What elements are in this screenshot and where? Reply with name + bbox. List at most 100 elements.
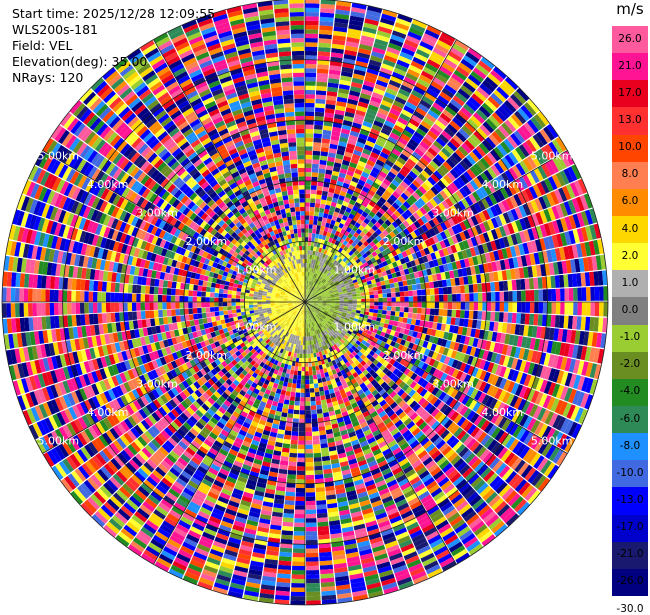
gate-cell xyxy=(381,314,386,319)
gate-cell xyxy=(372,283,377,287)
gate-cell xyxy=(452,302,457,309)
gate-cell xyxy=(316,95,326,100)
gate-cell xyxy=(361,296,366,299)
gate-cell xyxy=(376,317,381,322)
gate-cell xyxy=(305,376,309,380)
gate-cell xyxy=(306,531,317,536)
gate-cell xyxy=(297,380,301,385)
gate-cell xyxy=(314,125,323,130)
gate-cell xyxy=(294,531,305,536)
gate-cell xyxy=(292,561,305,566)
gate-cell xyxy=(320,395,325,400)
gate-cell xyxy=(295,397,300,402)
gate-cell xyxy=(310,211,315,216)
gate-cell xyxy=(344,298,349,300)
gate-cell xyxy=(305,155,312,160)
gate-cell xyxy=(285,395,290,400)
gate-cell xyxy=(529,278,534,289)
gate-cell xyxy=(383,293,388,297)
gate-cell xyxy=(316,491,326,496)
gate-cell xyxy=(404,291,409,296)
gate-cell xyxy=(353,299,357,302)
gate-cell xyxy=(317,509,328,514)
gate-cell xyxy=(299,423,305,427)
gate-cell xyxy=(283,443,291,448)
gate-cell xyxy=(595,302,600,316)
gate-cell xyxy=(380,318,385,323)
gate-cell xyxy=(538,290,543,302)
gate-cell xyxy=(416,284,421,290)
gate-cell xyxy=(305,42,318,47)
gate-cell xyxy=(306,471,314,476)
gate-cell xyxy=(315,199,320,204)
gate-cell xyxy=(310,207,315,212)
gate-cell xyxy=(400,292,405,297)
gate-cell xyxy=(305,168,312,173)
gate-cell xyxy=(305,47,317,52)
gate-cell xyxy=(564,302,569,315)
gate-cell xyxy=(295,501,305,506)
gate-cell xyxy=(366,299,370,302)
gate-cell xyxy=(530,290,535,301)
gate-cell xyxy=(487,302,492,311)
gate-cell xyxy=(439,288,444,295)
gate-cell xyxy=(395,312,400,317)
gate-cell xyxy=(305,358,308,362)
gate-cell xyxy=(281,535,293,540)
gate-cell xyxy=(495,302,500,311)
gate-cell xyxy=(412,284,417,290)
gate-cell xyxy=(306,419,312,424)
gate-cell xyxy=(305,350,308,354)
gate-cell xyxy=(577,288,582,301)
gate-cell xyxy=(319,365,323,370)
gate-cell xyxy=(319,208,324,213)
gate-cell xyxy=(316,86,327,91)
gate-cell xyxy=(311,414,317,419)
gate-cell xyxy=(556,302,561,314)
gate-cell xyxy=(300,393,305,397)
gate-cell xyxy=(305,16,319,21)
gate-cell xyxy=(305,406,310,411)
gate-cell xyxy=(310,246,313,251)
gate-cell xyxy=(292,574,305,579)
gate-cell xyxy=(465,302,470,310)
gate-cell xyxy=(306,453,314,458)
gate-cell xyxy=(538,314,543,326)
gate-cell xyxy=(348,300,352,302)
gate-cell xyxy=(306,449,313,454)
gate-cell xyxy=(370,298,375,301)
gate-cell xyxy=(352,294,357,297)
gate-cell xyxy=(294,536,306,541)
gate-cell xyxy=(387,302,392,306)
gate-cell xyxy=(438,316,443,323)
gate-cell xyxy=(305,354,308,358)
gate-cell xyxy=(319,212,324,217)
gate-cell xyxy=(417,308,422,314)
gate-cell xyxy=(422,302,427,308)
gate-cell xyxy=(357,302,361,305)
gate-cell xyxy=(295,514,306,519)
gate-cell xyxy=(314,388,319,393)
gate-cell xyxy=(447,310,452,317)
gate-cell xyxy=(285,430,292,435)
gate-cell xyxy=(305,86,316,91)
gate-cell xyxy=(305,146,313,151)
gate-cell xyxy=(306,544,318,549)
gate-cell xyxy=(439,309,444,316)
gate-cell xyxy=(300,397,305,402)
gate-cell xyxy=(285,500,295,505)
gate-cell xyxy=(361,302,365,305)
gate-cell xyxy=(292,383,297,388)
gate-cell xyxy=(310,198,315,203)
gate-cell xyxy=(316,500,326,505)
gate-cell xyxy=(426,295,431,301)
gate-cell xyxy=(395,287,400,292)
gate-cell xyxy=(316,496,326,501)
gate-cell xyxy=(290,600,305,605)
gate-cell xyxy=(391,293,396,298)
gate-cell xyxy=(315,366,319,371)
gate-cell xyxy=(451,286,456,294)
gate-cell xyxy=(305,8,319,13)
gate-cell xyxy=(316,400,322,405)
gate-cell xyxy=(305,163,312,168)
